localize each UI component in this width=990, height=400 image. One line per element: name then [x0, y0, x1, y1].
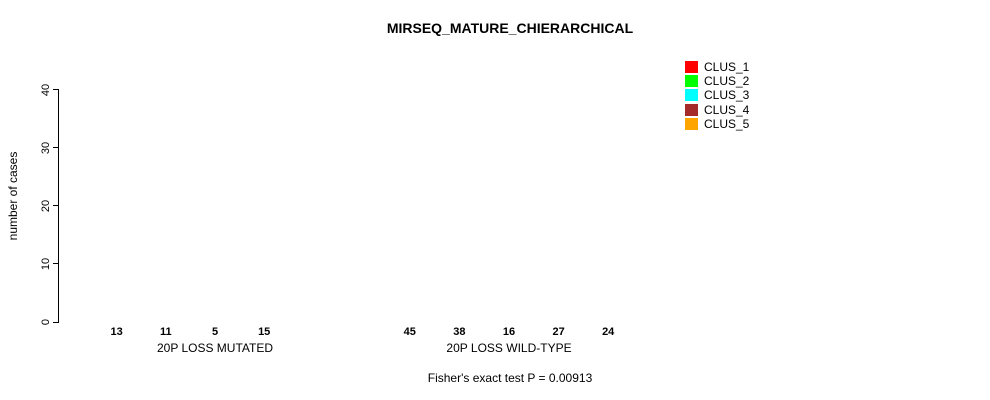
- legend-item: CLUS_2: [685, 74, 749, 88]
- y-tick-label: 30: [40, 141, 52, 154]
- bar-value-label: 27: [552, 326, 565, 338]
- y-tick-label: 40: [40, 83, 52, 96]
- legend: CLUS_1 CLUS_2 CLUS_3 CLUS_4 CLUS_5: [685, 60, 749, 131]
- bar-value-label: 13: [110, 326, 123, 338]
- y-tick: [53, 205, 58, 207]
- bar-value-label: 11: [159, 326, 172, 338]
- y-tick-label: 0: [40, 318, 52, 326]
- legend-item: CLUS_1: [685, 60, 749, 74]
- legend-swatch: [685, 89, 698, 102]
- legend-label: CLUS_5: [704, 116, 750, 131]
- y-axis-line: [58, 89, 59, 323]
- legend-label: CLUS_3: [704, 88, 750, 103]
- bar-value-label: 16: [502, 326, 516, 338]
- legend-item: CLUS_5: [685, 117, 749, 131]
- legend-item: CLUS_4: [685, 103, 749, 117]
- legend-swatch: [685, 61, 698, 73]
- fisher-annotation: Fisher's exact test P = 0.00913: [427, 371, 593, 385]
- y-tick: [53, 263, 58, 265]
- chart-title: MIRSEQ_MATURE_CHIERARCHICAL: [386, 20, 634, 36]
- legend-item: CLUS_3: [685, 88, 749, 102]
- legend-label: CLUS_2: [704, 74, 750, 89]
- y-tick-label: 20: [40, 199, 52, 212]
- legend-swatch: [685, 75, 698, 88]
- y-tick: [53, 147, 58, 149]
- bar-value-label: 15: [258, 326, 271, 338]
- y-tick-label: 10: [40, 257, 52, 270]
- y-axis-label: number of cases: [6, 151, 20, 241]
- bar-value-label: 38: [453, 326, 466, 338]
- y-tick: [53, 89, 58, 90]
- legend-swatch: [685, 117, 698, 130]
- bar-value-label: 5: [211, 326, 219, 338]
- group-label: 20P LOSS MUTATED: [156, 341, 274, 355]
- bar-value-label: 24: [602, 326, 615, 338]
- bar-value-label: 45: [403, 326, 416, 338]
- y-tick: [53, 321, 58, 323]
- legend-label: CLUS_4: [704, 102, 750, 117]
- group-label: 20P LOSS WILD-TYPE: [446, 341, 572, 355]
- legend-label: CLUS_1: [704, 60, 750, 74]
- legend-swatch: [685, 103, 698, 116]
